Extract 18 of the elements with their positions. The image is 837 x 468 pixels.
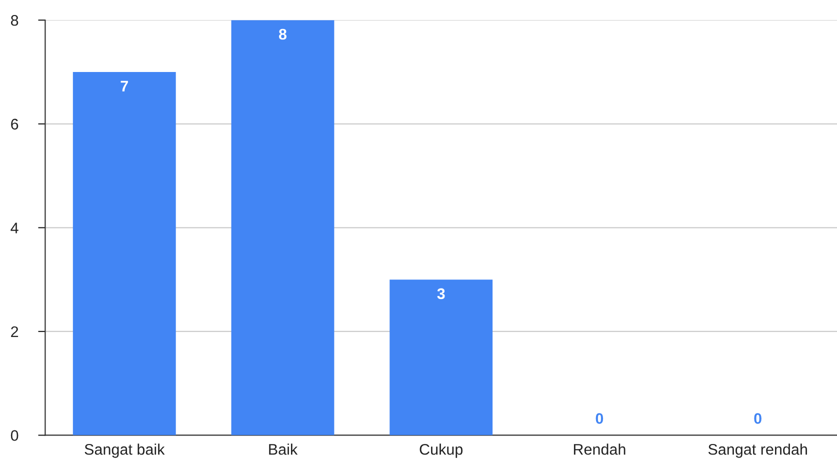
bar: [231, 20, 334, 436]
data-label: 3: [437, 288, 445, 300]
y-tick-label: 8: [10, 14, 18, 26]
y-tick-label: 6: [11, 118, 18, 130]
x-tick-label: Sangat rendah: [708, 444, 807, 458]
data-label: 7: [120, 80, 128, 92]
y-tick-label: 0: [10, 430, 18, 441]
x-tick-label: Sangat baik: [84, 444, 165, 458]
bar: [390, 280, 493, 436]
y-tick-label: 2: [11, 326, 18, 337]
data-label: 0: [596, 413, 604, 424]
x-tick-label: Baik: [269, 444, 298, 455]
data-label: 8: [278, 28, 287, 40]
bar: [72, 72, 176, 436]
x-tick-label: Rendah: [574, 444, 626, 455]
y-tick-label: 4: [10, 222, 18, 234]
x-tick-label: Cukup: [420, 444, 463, 458]
data-label: 0: [754, 413, 762, 424]
